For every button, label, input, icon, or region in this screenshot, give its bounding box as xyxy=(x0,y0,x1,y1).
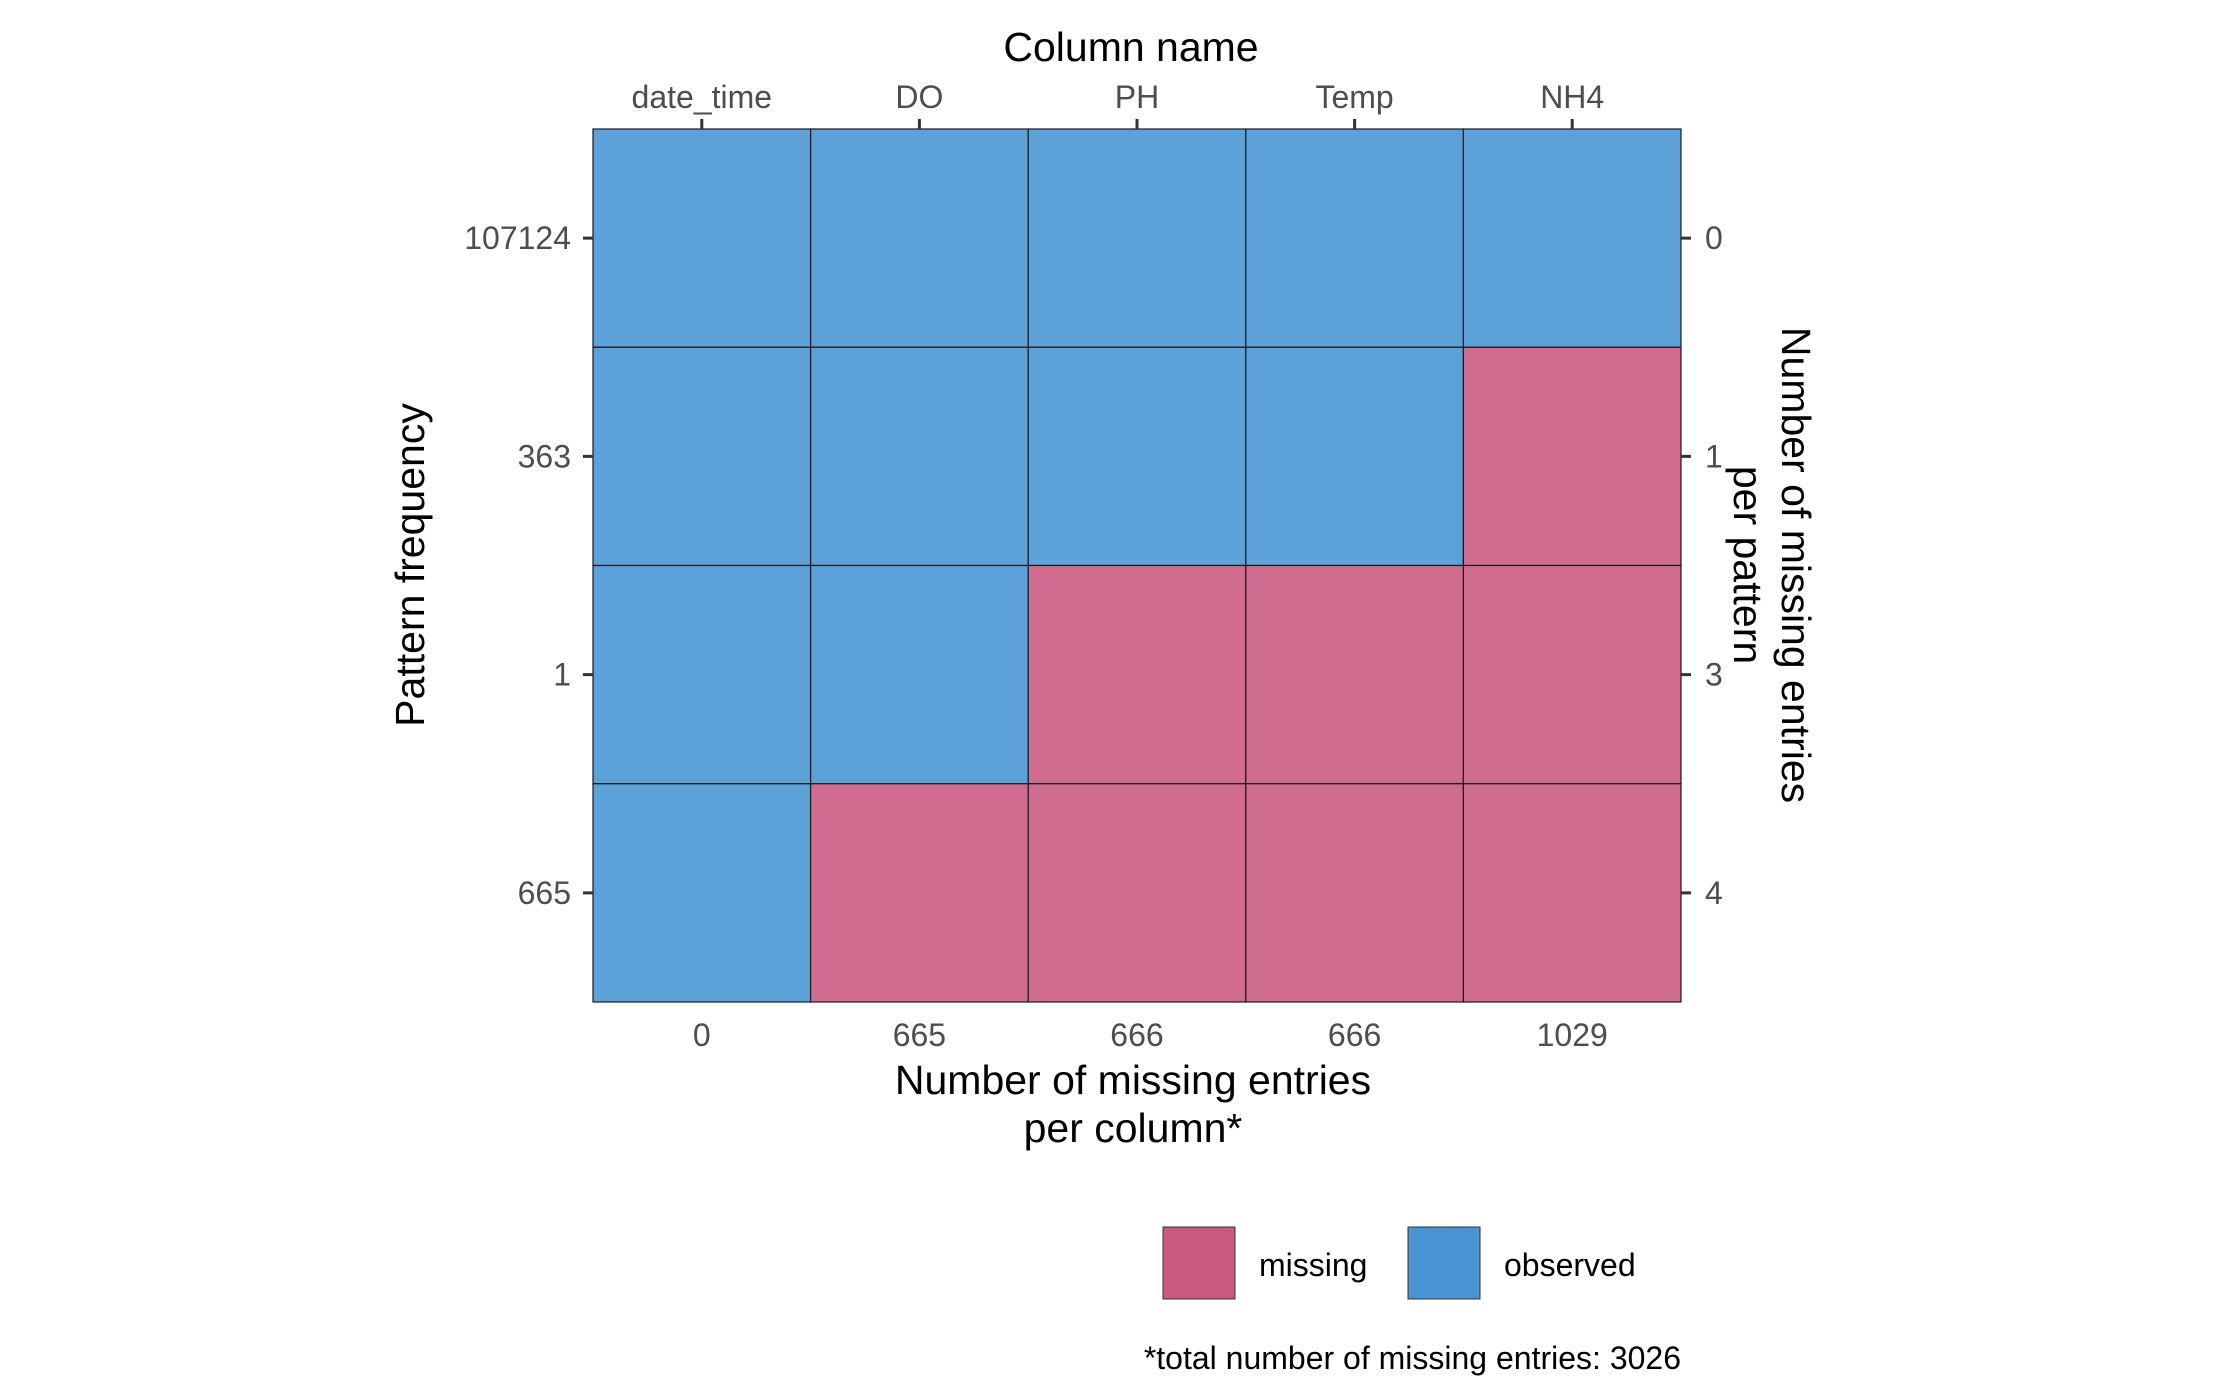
column-label-Temp: Temp xyxy=(1315,79,1393,115)
heatmap-cell-r3-c2 xyxy=(1027,783,1247,1003)
heatmap-cell-r0-c0 xyxy=(592,128,812,348)
heatmap-cell-r3-c3 xyxy=(1245,783,1465,1003)
legend-label-missing: missing xyxy=(1259,1247,1367,1283)
right-axis-title: Number of missing entries per pattern xyxy=(1725,327,1819,803)
heatmap-cell-r2-c4 xyxy=(1462,564,1682,785)
legend: missing observed xyxy=(1162,1226,1636,1300)
heatmap-cell-r1-c1 xyxy=(809,346,1029,567)
left-tick-labels: 107124 363 1 665 xyxy=(464,220,571,911)
column-missing-count-2: 666 xyxy=(1110,1017,1163,1053)
pattern-missing-count-3: 4 xyxy=(1705,875,1723,911)
heatmap-cells xyxy=(592,128,1682,1003)
heatmap-cell-r1-c0 xyxy=(592,346,812,567)
top-axis-title: Column name xyxy=(1003,24,1258,70)
bottom-tick-labels: 0 665 666 666 1029 xyxy=(693,1017,1608,1053)
column-missing-count-4: 1029 xyxy=(1537,1017,1608,1053)
pattern-missing-count-1: 1 xyxy=(1705,438,1723,474)
pattern-missing-count-2: 3 xyxy=(1705,657,1723,693)
heatmap-cell-r0-c3 xyxy=(1245,128,1465,348)
column-missing-count-0: 0 xyxy=(693,1017,711,1053)
axis-ticks xyxy=(583,119,1691,895)
column-missing-count-1: 665 xyxy=(893,1017,946,1053)
pattern-frequency-2: 1 xyxy=(553,657,571,693)
right-axis-title-line-2: per pattern xyxy=(1725,466,1771,664)
heatmap-cell-r1-c4 xyxy=(1462,346,1682,567)
right-tick-labels: 0 1 3 4 xyxy=(1705,220,1723,911)
heatmap-cell-r2-c1 xyxy=(809,564,1029,785)
heatmap-cell-r2-c0 xyxy=(592,564,812,785)
heatmap-cell-r1-c3 xyxy=(1245,346,1465,567)
column-label-DO: DO xyxy=(895,79,943,115)
column-label-NH4: NH4 xyxy=(1540,79,1604,115)
heatmap-cell-r0-c1 xyxy=(809,128,1029,348)
right-axis-title-line-1: Number of missing entries xyxy=(1773,327,1819,803)
legend-label-observed: observed xyxy=(1504,1247,1636,1283)
heatmap-cell-r1-c2 xyxy=(1027,346,1247,567)
heatmap-cell-r0-c2 xyxy=(1027,128,1247,348)
column-label-date_time: date_time xyxy=(632,79,773,115)
heatmap-cell-r2-c3 xyxy=(1245,564,1465,785)
column-missing-count-3: 666 xyxy=(1328,1017,1381,1053)
bottom-axis-title-line-1: Number of missing entries xyxy=(895,1057,1371,1103)
pattern-missing-count-0: 0 xyxy=(1705,220,1723,256)
legend-swatch-missing xyxy=(1162,1226,1236,1300)
heatmap-cell-r3-c4 xyxy=(1462,783,1682,1003)
heatmap-cell-r2-c2 xyxy=(1027,564,1247,785)
heatmap-cell-r0-c4 xyxy=(1462,128,1682,348)
heatmap-cell-r3-c0 xyxy=(592,783,812,1003)
pattern-frequency-0: 107124 xyxy=(464,220,571,256)
pattern-frequency-1: 363 xyxy=(518,438,571,474)
total-missing-note: *total number of missing entries: 3026 xyxy=(1144,1340,1681,1376)
column-label-PH: PH xyxy=(1115,79,1159,115)
top-tick-labels: date_time DO PH Temp NH4 xyxy=(632,79,1605,115)
heatmap-cell-r3-c1 xyxy=(809,783,1029,1003)
bottom-axis-title-line-2: per column* xyxy=(1024,1105,1243,1151)
legend-swatch-observed xyxy=(1407,1226,1481,1300)
pattern-frequency-3: 665 xyxy=(518,875,571,911)
left-axis-title: Pattern frequency xyxy=(387,403,433,727)
